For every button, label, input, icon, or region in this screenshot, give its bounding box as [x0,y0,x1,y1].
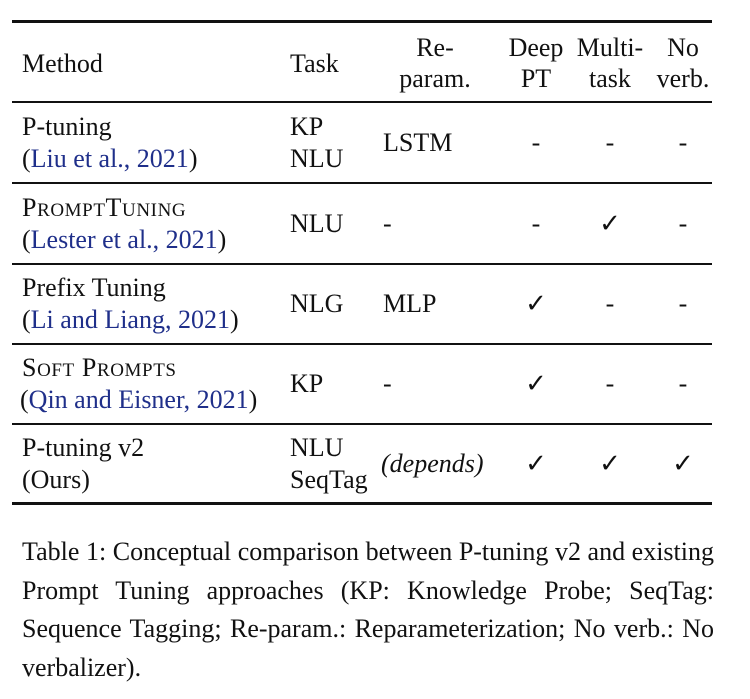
method-citation: (Lester et al., 2021) [22,225,227,254]
method-name: P-tuning [22,112,112,141]
method-name: P-tuning v2 [22,433,145,462]
row-rule-1 [12,182,712,184]
reparam-value: - [383,209,392,238]
header-multi-line2: task [589,64,631,93]
header-reparam-line2: param. [399,64,471,93]
task-line2: SeqTag [290,465,368,494]
method-citation: (Li and Liang, 2021) [22,305,239,334]
method-name: Prefix Tuning [22,273,166,302]
table-caption: Table 1: Conceptual comparison between P… [22,537,714,682]
multitask-value: ✓ [599,209,621,238]
deep-pt-value: ✓ [525,369,547,398]
header-deep-line1: Deep [508,33,564,62]
no-verb-value: ✓ [672,449,694,478]
header-noverb-line1: No [667,33,699,62]
no-verb-value: - [678,289,688,318]
deep-pt-value: - [531,128,541,157]
reparam-value: (depends) [381,449,484,478]
task-line1: NLU [290,433,344,462]
reparam-value: MLP [383,289,437,318]
reparam-value: - [383,369,392,398]
method-citation: (Ours) [22,465,90,494]
task-line1: KP [290,369,324,398]
multitask-value: ✓ [599,449,621,478]
multitask-value: - [605,369,615,398]
citation-link[interactable]: Li and Liang, 2021 [30,305,230,334]
multitask-value: - [605,289,615,318]
row-rule-3 [12,343,712,345]
row-rule-4 [12,423,712,425]
header-task: Task [290,49,339,78]
header-deep-line2: PT [520,64,552,93]
citation-link[interactable]: Qin and Eisner, 2021 [28,385,249,414]
no-verb-value: - [678,128,688,157]
no-verb-value: - [678,209,688,238]
header-reparam-line1: Re- [416,33,454,62]
no-verb-value: - [678,369,688,398]
multitask-value: - [605,128,615,157]
header-rule [12,101,712,103]
task-line1: KP [290,112,324,141]
header-method: Method [22,49,103,78]
task-line1: NLU [290,209,344,238]
task-line2: NLU [290,144,344,173]
method-citation: (Liu et al., 2021) [22,144,198,173]
method-citation: (Qin and Eisner, 2021) [20,385,258,414]
method-name: PROMPTTUNING [22,193,187,222]
deep-pt-value: ✓ [525,289,547,318]
bottom-rule [12,502,712,505]
deep-pt-value: - [531,209,541,238]
citation-link[interactable]: Liu et al., 2021 [30,144,189,173]
citation-link[interactable]: Lester et al., 2021 [30,225,218,254]
method-name: SOFT PROMPTS [22,353,177,382]
header-noverb-line2: verb. [656,64,710,93]
task-line1: NLG [290,289,344,318]
header-multi-line1: Multi- [576,33,644,62]
row-rule-2 [12,263,712,265]
reparam-value: LSTM [383,128,453,157]
top-rule [12,20,712,23]
deep-pt-value: ✓ [525,449,547,478]
